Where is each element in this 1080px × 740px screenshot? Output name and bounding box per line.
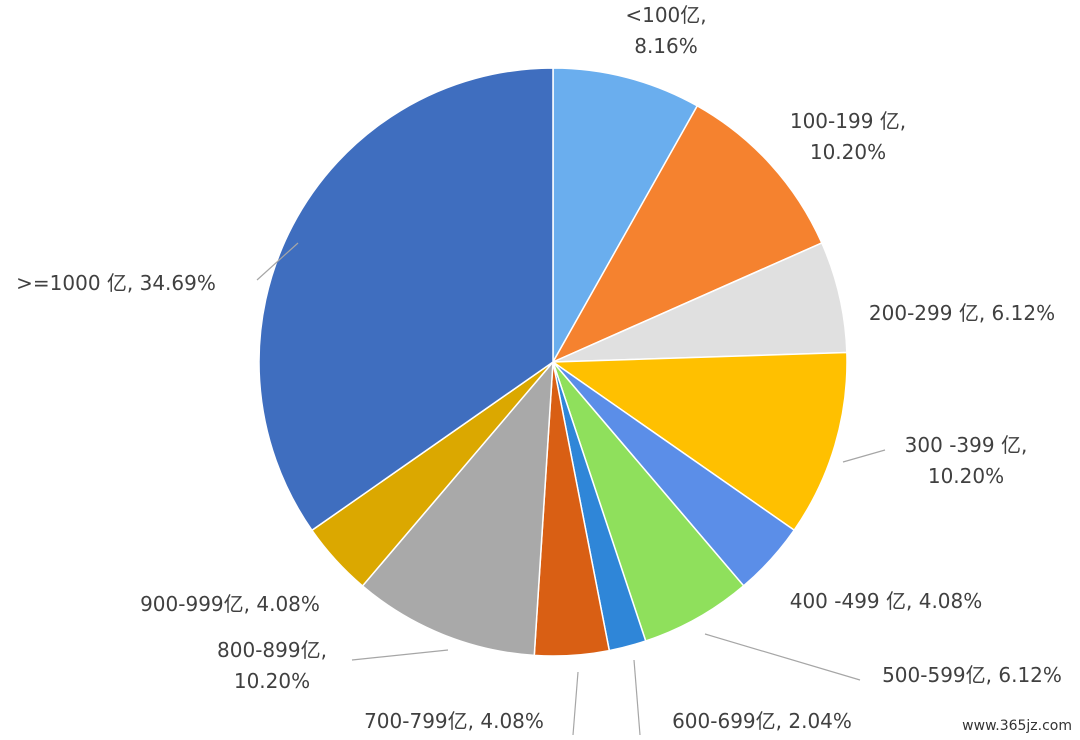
data-label-8: 700-799亿, 4.08% xyxy=(364,709,544,733)
data-label-4: 300 -399 亿, 10.20% xyxy=(905,433,1028,488)
leader-lines xyxy=(256,242,886,736)
pie-slices xyxy=(258,67,848,657)
leader-line-9 xyxy=(351,649,449,661)
pie-slice-9 xyxy=(361,359,554,657)
data-label-5: 400 -499 亿, 4.08% xyxy=(790,589,983,613)
data-label-9: 800-899亿, 10.20% xyxy=(217,638,327,693)
data-label-3: 200-299 亿, 6.12% xyxy=(869,301,1055,325)
data-label-1: <100亿, 8.16% xyxy=(625,3,706,58)
pie-slice-2 xyxy=(551,104,823,364)
pie-slice-4 xyxy=(550,351,848,532)
leader-line-6 xyxy=(704,633,861,681)
leader-line-7 xyxy=(633,659,641,736)
data-labels: <100亿, 8.16% 100-199 亿, 10.20% 200-299 亿, 6.… xyxy=(16,3,1062,733)
data-label-7: 600-699亿, 2.04% xyxy=(672,709,852,733)
leader-line-11 xyxy=(256,242,299,281)
data-label-2: 100-199 亿, 10.20% xyxy=(790,109,906,164)
data-label-10: 900-999亿, 4.08% xyxy=(140,592,320,616)
data-label-11: >=1000 亿, 34.69% xyxy=(16,271,216,295)
pie-slice-1 xyxy=(552,67,699,365)
watermark: www.365jz.com xyxy=(962,718,1072,734)
pie-slice-11 xyxy=(258,67,554,532)
data-label-6: 500-599亿, 6.12% xyxy=(882,663,1062,687)
leader-line-4 xyxy=(842,449,886,463)
leader-line-8 xyxy=(572,671,579,736)
